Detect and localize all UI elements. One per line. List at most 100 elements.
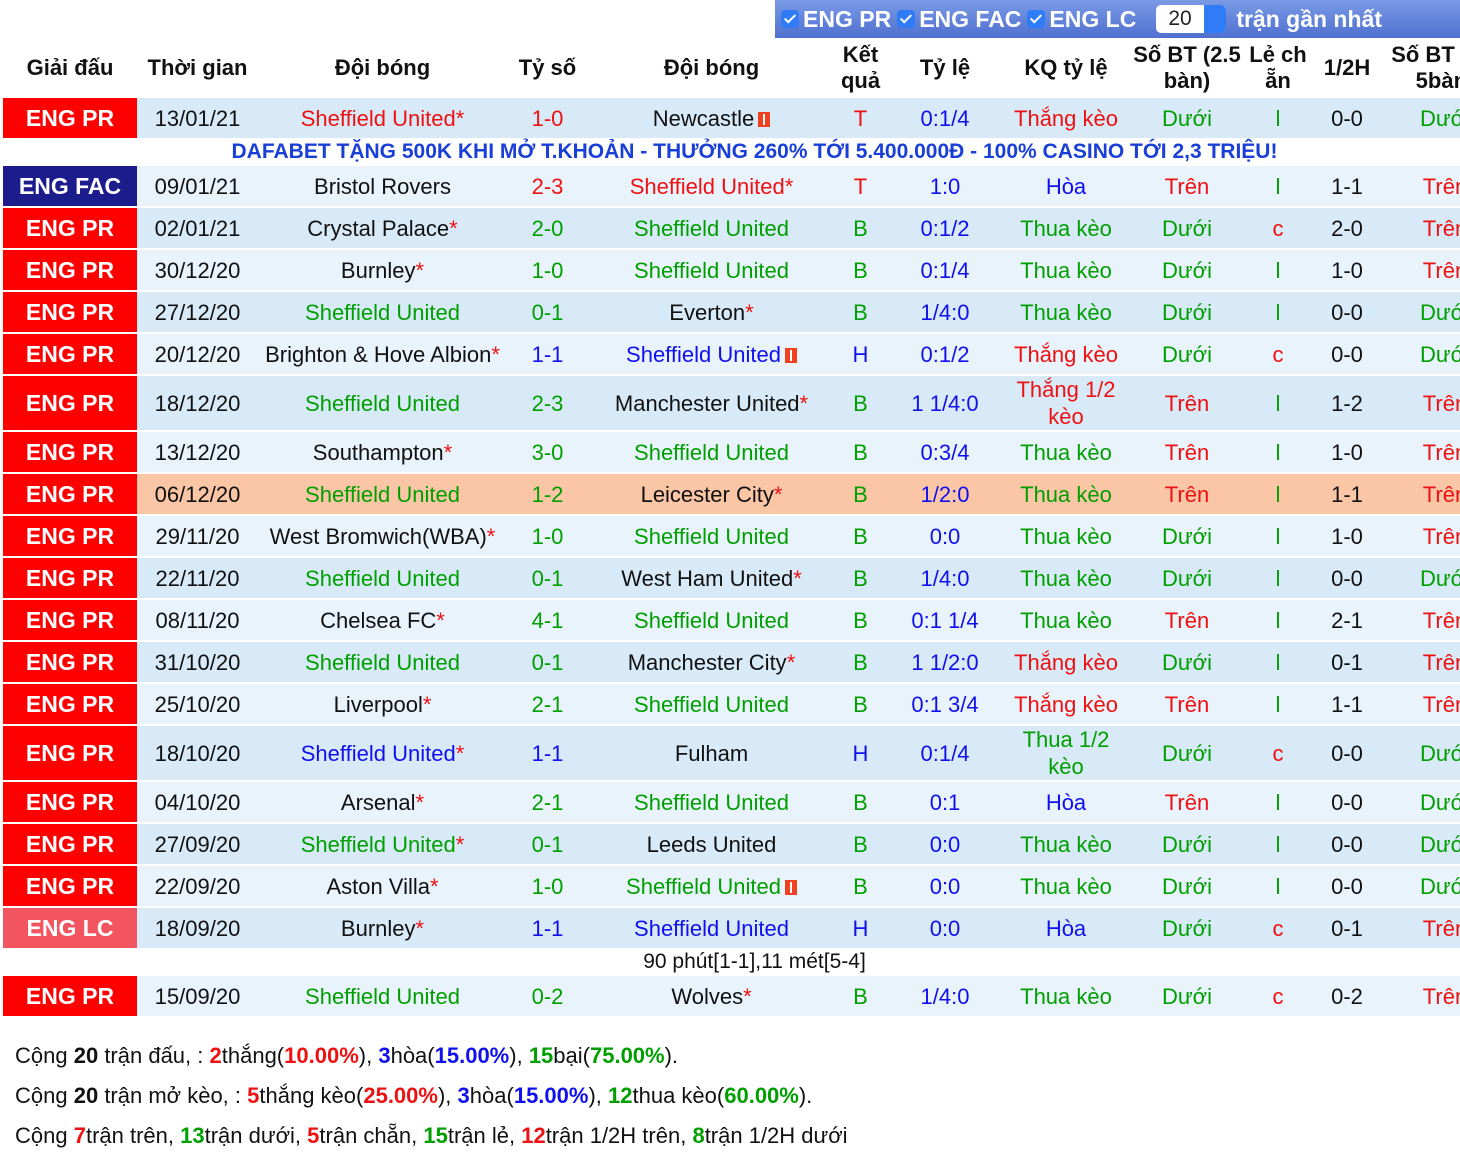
count-select[interactable]: 20 bbox=[1156, 5, 1227, 33]
over-under: Trên bbox=[1128, 782, 1246, 824]
column-header: Lẻ chẵn bbox=[1246, 40, 1310, 98]
odds: 1/4:0 bbox=[886, 292, 1004, 334]
odd-even: l bbox=[1246, 642, 1310, 684]
odds-result: Thua kèo bbox=[1004, 250, 1128, 292]
match-row: ENG PR 04/10/20 Arsenal* 2-1 Sheffield Unite… bbox=[3, 782, 1460, 824]
odd-even: l bbox=[1246, 684, 1310, 726]
checkbox[interactable] bbox=[897, 10, 916, 28]
home-team: Crystal Palace* bbox=[258, 208, 507, 250]
home-team: Aston Villa* bbox=[258, 866, 507, 908]
filter-label[interactable]: ENG PR bbox=[803, 5, 892, 32]
league: ENG PR bbox=[3, 98, 137, 140]
over-under: Trên bbox=[1128, 684, 1246, 726]
score: 1-1 bbox=[507, 726, 588, 782]
team-name: Newcastle bbox=[652, 105, 755, 131]
odd-even: c bbox=[1246, 334, 1310, 376]
home-team: West Bromwich(WBA)* bbox=[258, 516, 507, 558]
team-name: Arsenal bbox=[340, 789, 416, 815]
summary-text: 10.00% bbox=[284, 1043, 359, 1068]
summary-text: ). bbox=[664, 1043, 679, 1068]
over-under-half: Trên bbox=[1384, 250, 1460, 292]
league: ENG PR bbox=[3, 726, 137, 782]
away-team: Sheffield United bbox=[588, 208, 835, 250]
odds: 0:3/4 bbox=[886, 432, 1004, 474]
league: ENG PR bbox=[3, 292, 137, 334]
league: ENG PR bbox=[3, 866, 137, 908]
date: 30/12/20 bbox=[137, 250, 258, 292]
result: B bbox=[835, 516, 886, 558]
favorite-star: * bbox=[429, 873, 439, 899]
odd-even: l bbox=[1246, 376, 1310, 432]
half-score: 1-1 bbox=[1310, 474, 1384, 516]
summary-text: thua kèo( bbox=[632, 1083, 725, 1108]
team-name: Fulham bbox=[674, 740, 749, 766]
red-card bbox=[758, 111, 771, 127]
date: 18/10/20 bbox=[137, 726, 258, 782]
header-row: Giải đấu Thời gian Đội bóng Tỷ số Đội bóng Kế… bbox=[3, 40, 1460, 98]
away-team: Sheffield United bbox=[588, 250, 835, 292]
odd-even: l bbox=[1246, 600, 1310, 642]
odds-result: Thua kèo bbox=[1004, 866, 1128, 908]
home-team: Sheffield United bbox=[258, 976, 507, 1018]
match-row: ENG LC 18/09/20 Burnley* 1-1 Sheffield Unite… bbox=[3, 908, 1460, 950]
score: 2-0 bbox=[507, 208, 588, 250]
odds-result: Thua 1/2 kèo bbox=[1004, 726, 1128, 782]
team-name: Crystal Palace bbox=[307, 215, 450, 241]
team-name: Sheffield United bbox=[305, 481, 460, 507]
score: 0-1 bbox=[507, 824, 588, 866]
over-under-half: Trên bbox=[1384, 474, 1460, 516]
home-team: Burnley* bbox=[258, 908, 507, 950]
summary-text: 5 bbox=[247, 1083, 260, 1108]
over-under: Trên bbox=[1128, 376, 1246, 432]
date: 18/12/20 bbox=[137, 376, 258, 432]
count-suffix: trận gần nhất bbox=[1236, 5, 1382, 32]
filter-label[interactable]: ENG FAC bbox=[919, 5, 1022, 32]
summary-text: trận 1/2H trên, bbox=[545, 1123, 693, 1148]
summary-text: 3 bbox=[378, 1043, 391, 1068]
filter-label[interactable]: ENG LC bbox=[1049, 5, 1137, 32]
checkbox[interactable] bbox=[1027, 10, 1046, 28]
odd-even: l bbox=[1246, 474, 1310, 516]
over-under-half: Trên bbox=[1384, 376, 1460, 432]
date: 13/12/20 bbox=[137, 432, 258, 474]
team-name: Sheffield United bbox=[634, 257, 789, 283]
over-under: Dưới bbox=[1128, 726, 1246, 782]
date: 15/09/20 bbox=[137, 976, 258, 1018]
match-row: ENG PR 27/12/20 Sheffield United 0-1 Everton… bbox=[3, 292, 1460, 334]
league: ENG PR bbox=[3, 432, 137, 474]
summary-text: ), bbox=[509, 1043, 529, 1068]
column-header: Thời gian bbox=[137, 40, 258, 98]
over-under-half: Trên bbox=[1384, 600, 1460, 642]
date: 22/11/20 bbox=[137, 558, 258, 600]
league: ENG PR bbox=[3, 558, 137, 600]
note: 90 phút[1-1],11 mét[5-4] bbox=[3, 950, 1460, 976]
favorite-star: * bbox=[793, 565, 802, 591]
home-team: Sheffield United* bbox=[258, 824, 507, 866]
team-name: Sheffield United bbox=[634, 607, 789, 633]
checkbox[interactable] bbox=[781, 10, 799, 28]
team-name: Sheffield United bbox=[300, 831, 456, 857]
team-name: Sheffield United bbox=[305, 983, 460, 1009]
over-under: Dưới bbox=[1128, 98, 1246, 140]
half-score: 0-2 bbox=[1310, 976, 1384, 1018]
team-name: Chelsea FC bbox=[320, 607, 437, 633]
result: B bbox=[835, 208, 886, 250]
team-name: Bristol Rovers bbox=[314, 173, 451, 199]
team-name: Sheffield United bbox=[634, 789, 789, 815]
odds-result: Hòa bbox=[1004, 782, 1128, 824]
match-row: ENG FAC 09/01/21 Bristol Rovers 2-3 Sheffiel… bbox=[3, 166, 1460, 208]
date: 20/12/20 bbox=[137, 334, 258, 376]
red-card bbox=[784, 347, 797, 363]
home-team: Sheffield United bbox=[258, 642, 507, 684]
league: ENG PR bbox=[3, 516, 137, 558]
team-name: Sheffield United bbox=[626, 873, 781, 899]
summary-text: trận mở kèo, : bbox=[98, 1083, 248, 1108]
home-team: Liverpool* bbox=[258, 684, 507, 726]
over-under: Trên bbox=[1128, 432, 1246, 474]
over-under: Dưới bbox=[1128, 976, 1246, 1018]
odd-even: c bbox=[1246, 726, 1310, 782]
odd-even: c bbox=[1246, 976, 1310, 1018]
home-team: Burnley* bbox=[258, 250, 507, 292]
match-row: ENG PR 25/10/20 Liverpool* 2-1 Sheffield Uni… bbox=[3, 684, 1460, 726]
column-header: Đội bóng bbox=[258, 40, 507, 98]
